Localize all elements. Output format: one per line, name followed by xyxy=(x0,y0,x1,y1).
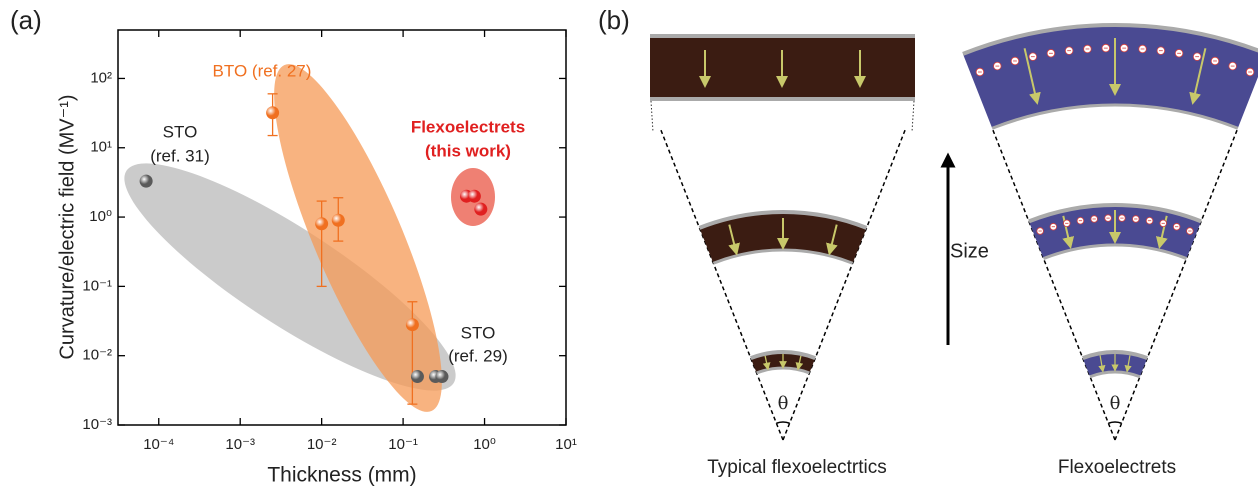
data-point xyxy=(468,190,481,203)
x-axis-title: Thickness (mm) xyxy=(267,464,416,487)
x-tick-label: 10⁻³ xyxy=(225,436,255,453)
guide xyxy=(992,128,1115,440)
x-tick-label: 10⁰ xyxy=(473,436,496,453)
annotation: STO xyxy=(461,323,496,342)
size-label: Size xyxy=(950,240,989,262)
x-tick-label: 10⁻⁴ xyxy=(143,436,174,453)
data-point xyxy=(411,370,424,383)
x-tick-label: 10⁻¹ xyxy=(388,436,418,453)
y-tick-label: 10⁰ xyxy=(89,208,112,225)
caption: Typical flexoelectrtics xyxy=(707,457,887,478)
angle-arc xyxy=(776,422,789,423)
angle-label: θ xyxy=(1110,393,1121,414)
x-tick-label: 10⁻² xyxy=(307,436,337,453)
electrode xyxy=(1090,372,1140,377)
annotation: (ref. 29) xyxy=(448,346,508,365)
figure: (a) Thickness (mm) Curvature/electric fi… xyxy=(0,0,1258,495)
angle-label: θ xyxy=(778,393,789,414)
data-point xyxy=(140,175,153,188)
y-tick-label: 10⁻¹ xyxy=(82,277,112,294)
guide xyxy=(783,130,905,440)
annotation: STO xyxy=(163,122,198,141)
data-point xyxy=(266,106,279,119)
data-point xyxy=(332,214,345,227)
guide xyxy=(661,130,783,440)
panel-label: (a) xyxy=(10,5,42,35)
diagram: Size θ θ Typical flexoelectrtics Flexoel… xyxy=(650,25,1258,478)
guide xyxy=(912,101,914,132)
annotation: Flexoelectrets xyxy=(411,117,525,136)
data-point xyxy=(435,370,448,383)
y-tick-label: 10⁻³ xyxy=(82,416,112,433)
panel-label: (b) xyxy=(598,5,630,35)
data-point xyxy=(315,217,328,230)
annotation: BTO (ref. 27) xyxy=(213,61,312,80)
y-axis-title: Curvature/electric field (MV⁻¹) xyxy=(56,94,78,359)
annotation: (this work) xyxy=(425,141,511,160)
caption: Flexoelectrets xyxy=(1058,457,1176,478)
x-tick-label: 10¹ xyxy=(555,436,577,453)
y-tick-label: 10¹ xyxy=(90,139,112,156)
y-tick-label: 10² xyxy=(90,69,112,86)
guide xyxy=(1115,128,1238,440)
data-point xyxy=(474,203,487,216)
data-point xyxy=(406,318,419,331)
annotation: (ref. 31) xyxy=(150,146,210,165)
y-tick-label: 10⁻² xyxy=(82,347,112,364)
guide xyxy=(651,101,653,132)
angle-arc xyxy=(1108,422,1121,423)
